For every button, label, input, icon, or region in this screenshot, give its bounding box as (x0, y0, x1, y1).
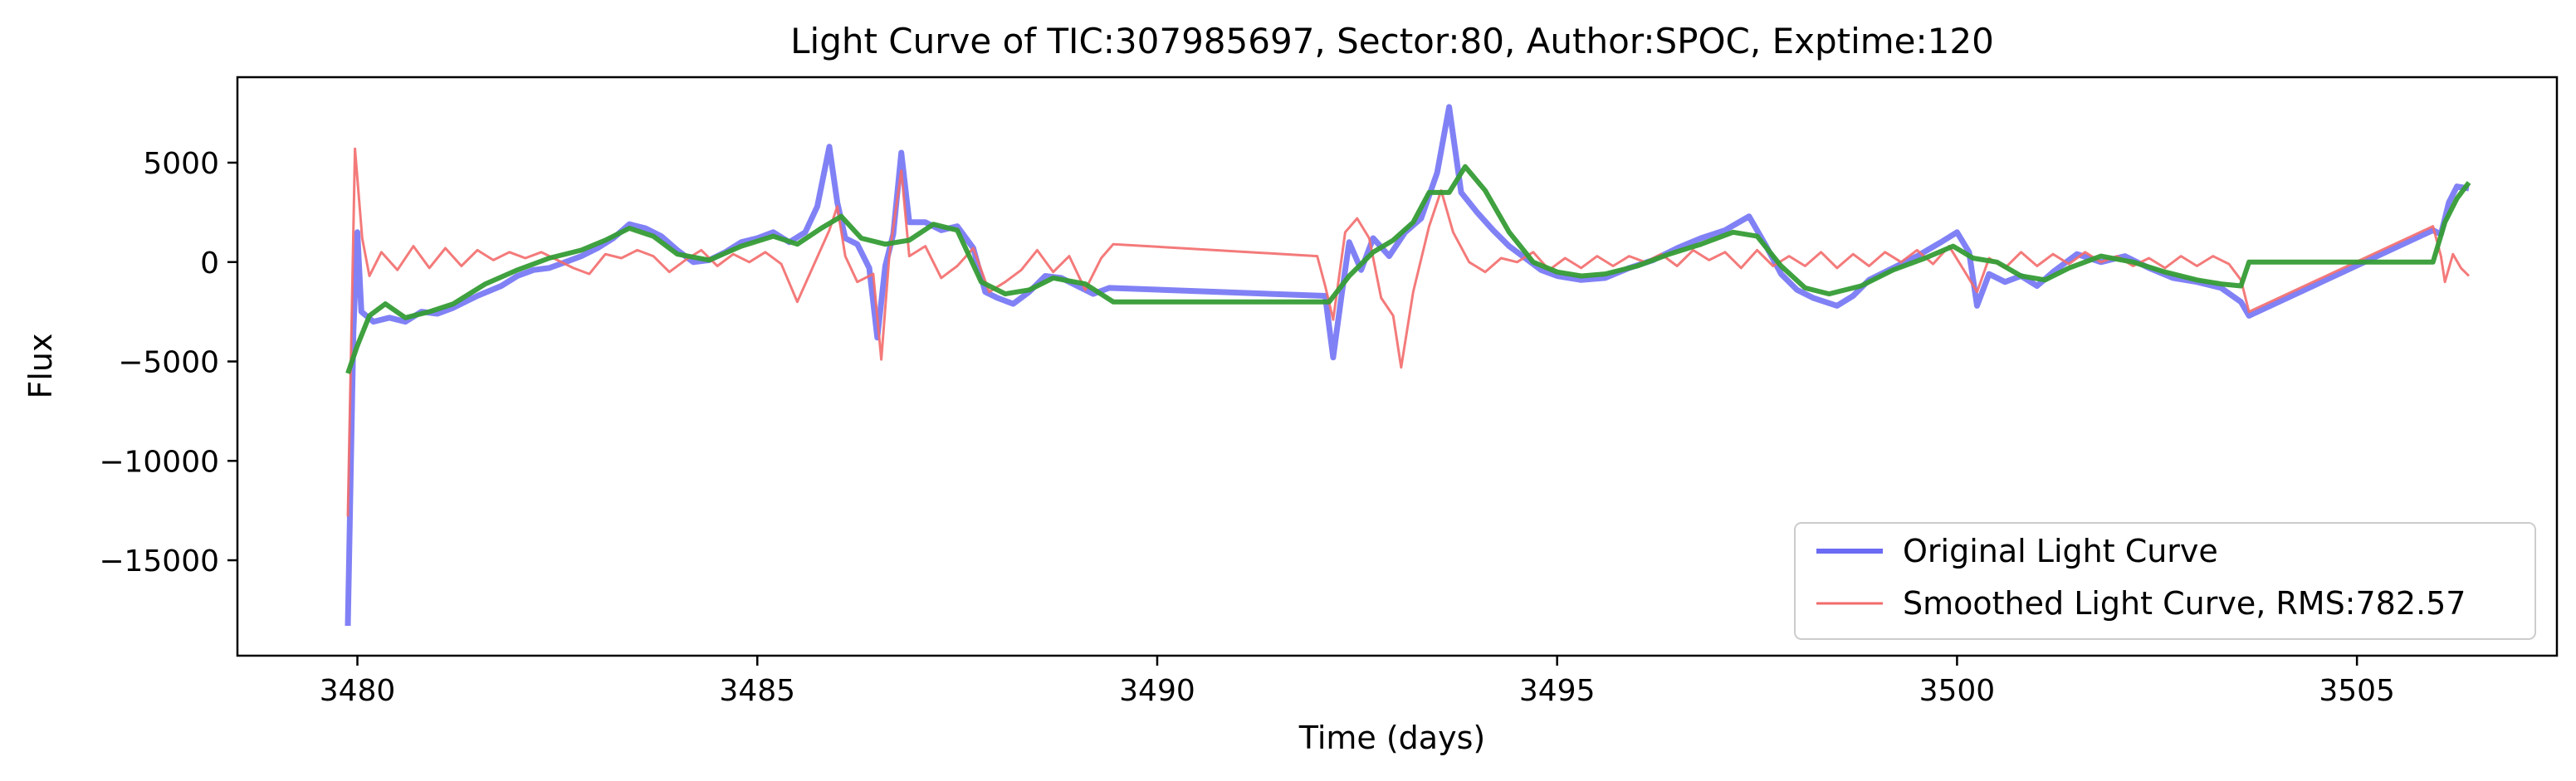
y-axis: 5000 0 −5000 −10000 −15000 (99, 147, 237, 578)
x-axis: 3480 3485 3490 3495 3500 3505 (320, 656, 2395, 708)
y-tick-label: −15000 (99, 544, 219, 578)
y-tick-label: −10000 (99, 445, 219, 479)
legend-label-smoothed: Smoothed Light Curve, RMS:782.57 (1903, 585, 2466, 622)
y-axis-label: Flux (22, 334, 59, 399)
legend-label-original: Original Light Curve (1903, 533, 2218, 569)
legend: Original Light Curve Smoothed Light Curv… (1794, 522, 2536, 640)
series-layer (345, 104, 2471, 627)
y-tick-label: −5000 (118, 346, 219, 380)
series-line-smoothed (346, 147, 2471, 517)
legend-box (1794, 522, 2536, 640)
plot-frame (236, 76, 2559, 657)
x-tick-label: 3480 (320, 674, 396, 708)
chart-title: Light Curve of TIC:307985697, Sector:80,… (790, 21, 1994, 61)
series-line-trend (345, 164, 2471, 374)
x-tick-label: 3485 (719, 674, 795, 708)
x-tick-label: 3500 (1919, 674, 1996, 708)
x-tick-label: 3505 (2319, 674, 2395, 708)
y-tick-label: 0 (200, 247, 219, 281)
y-tick-label: 5000 (143, 147, 219, 181)
x-axis-label: Time (days) (1298, 720, 1485, 756)
x-tick-label: 3490 (1119, 674, 1195, 708)
x-tick-label: 3495 (1519, 674, 1596, 708)
